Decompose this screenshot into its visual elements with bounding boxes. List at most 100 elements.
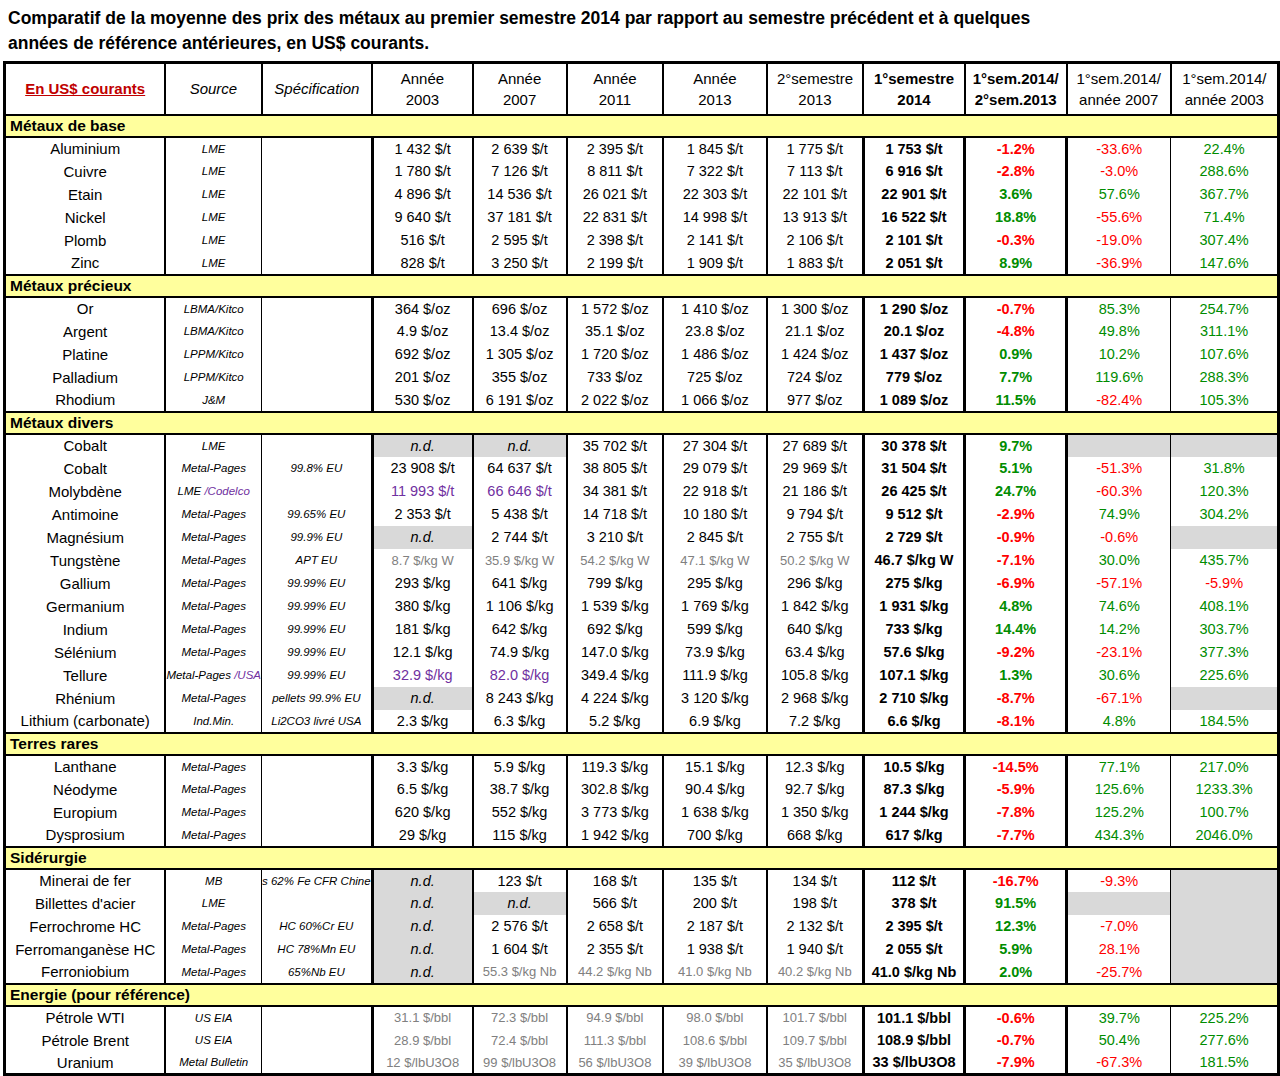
ratio-cell: -0.9% [965, 526, 1067, 549]
price-cell: 1 909 $/t [663, 252, 766, 275]
spec-cell [262, 297, 373, 320]
price-cell: 44.2 $/kg Nb [567, 961, 664, 984]
price-cell: 2 395 $/t [567, 137, 664, 160]
ratio-cell: -82.4% [1067, 389, 1171, 412]
section-row: Métaux de base [5, 115, 1279, 137]
source-cell: LME /Codelco [165, 480, 261, 503]
price-cell: 34 381 $/t [567, 480, 664, 503]
spec-cell [262, 160, 373, 183]
price-cell: 2 755 $/t [767, 526, 864, 549]
ratio-cell: 125.6% [1067, 778, 1171, 801]
source-cell: LME [165, 434, 261, 457]
ratio-cell: 0.9% [965, 343, 1067, 366]
table-row: TellureMetal-Pages /USA99.99% EU32.9 $/k… [5, 664, 1279, 687]
price-cell: 41.0 $/kg Nb [863, 961, 964, 984]
table-row: CobaltLMEn.d.n.d.35 702 $/t27 304 $/t27 … [5, 434, 1279, 457]
price-cell: 22 918 $/t [663, 480, 766, 503]
price-cell: 3.3 $/kg [372, 755, 472, 778]
price-cell: 640 $/kg [767, 618, 864, 641]
price-cell: 530 $/oz [372, 389, 472, 412]
source-cell: Ind.Min. [165, 710, 261, 733]
price-cell: 200 $/t [663, 892, 766, 915]
price-cell: 295 $/kg [663, 572, 766, 595]
price-cell: 2 106 $/t [767, 229, 864, 252]
price-cell: 10 180 $/t [663, 503, 766, 526]
ratio-cell: 3.6% [965, 183, 1067, 206]
price-cell: 1 089 $/oz [863, 389, 964, 412]
price-cell: 64 637 $/t [473, 457, 567, 480]
spec-cell [262, 1006, 373, 1029]
spec-cell [262, 343, 373, 366]
section-row: Energie (pour référence) [5, 984, 1279, 1006]
ratio-cell: -0.7% [965, 1029, 1067, 1052]
source-cell: LPPM/Kitco [165, 366, 261, 389]
price-cell: 1 845 $/t [663, 137, 766, 160]
ratio-cell: -7.8% [965, 801, 1067, 824]
price-cell: 57.6 $/kg [863, 641, 964, 664]
table-row: DysprosiumMetal-Pages29 $/kg115 $/kg1 94… [5, 824, 1279, 847]
source-cell: Metal-Pages [165, 641, 261, 664]
price-cell: 112 $/t [863, 869, 964, 892]
price-cell: 90.4 $/kg [663, 778, 766, 801]
price-cell: 2 022 $/oz [567, 389, 664, 412]
ratio-cell: 22.4% [1171, 137, 1279, 160]
table-row: TungstèneMetal-PagesAPT EU8.7 $/kg W35.9… [5, 549, 1279, 572]
price-cell: 109.7 $/bbl [767, 1029, 864, 1052]
ratio-cell [1171, 961, 1279, 984]
metal-label: Molybdène [5, 480, 166, 503]
price-cell: 692 $/oz [372, 343, 472, 366]
ratio-cell: -19.0% [1067, 229, 1171, 252]
metal-label: Zinc [5, 252, 166, 275]
spec-cell: Li2CO3 livré USA [262, 710, 373, 733]
price-cell: 27 304 $/t [663, 434, 766, 457]
spec-cell [262, 1052, 373, 1075]
metal-label: Pétrole WTI [5, 1006, 166, 1029]
source-cell: Metal-Pages [165, 595, 261, 618]
ratio-cell: 7.7% [965, 366, 1067, 389]
source-cell: Metal-Pages [165, 961, 261, 984]
ratio-cell: 77.1% [1067, 755, 1171, 778]
column-header: 1°sem.2014/ année 2003 [1171, 63, 1279, 115]
title-line-2: années de référence antérieures, en US$ … [8, 31, 1280, 56]
price-cell: 111.3 $/bbl [567, 1029, 664, 1052]
price-cell: 2 710 $/kg [863, 687, 964, 710]
price-cell: 11 993 $/t [372, 480, 472, 503]
ratio-cell: -57.1% [1067, 572, 1171, 595]
ratio-cell: -23.1% [1067, 641, 1171, 664]
metal-label: Europium [5, 801, 166, 824]
table-row: MolybdèneLME /Codelco11 993 $/t66 646 $/… [5, 480, 1279, 503]
price-cell: 977 $/oz [767, 389, 864, 412]
price-cell: 26 425 $/t [863, 480, 964, 503]
price-cell: 620 $/kg [372, 801, 472, 824]
column-header: 2°semestre 2013 [767, 63, 864, 115]
price-cell: 779 $/oz [863, 366, 964, 389]
table-row: SéléniumMetal-Pages99.99% EU12.1 $/kg74.… [5, 641, 1279, 664]
price-cell: 2 132 $/t [767, 915, 864, 938]
price-cell: 16 522 $/t [863, 206, 964, 229]
ratio-cell: -67.1% [1067, 687, 1171, 710]
spec-cell [262, 252, 373, 275]
price-cell: 2 398 $/t [567, 229, 664, 252]
ratio-cell: 181.5% [1171, 1052, 1279, 1075]
ratio-cell: 367.7% [1171, 183, 1279, 206]
price-cell: 1 942 $/kg [567, 824, 664, 847]
ratio-cell: 30.6% [1067, 664, 1171, 687]
ratio-cell: 377.3% [1171, 641, 1279, 664]
price-cell: n.d. [372, 892, 472, 915]
ratio-cell: 10.2% [1067, 343, 1171, 366]
ratio-cell: 71.4% [1171, 206, 1279, 229]
ratio-cell [1171, 434, 1279, 457]
source-cell: LBMA/Kitco [165, 297, 261, 320]
price-cell: 4 896 $/t [372, 183, 472, 206]
price-cell: 55.3 $/kg Nb [473, 961, 567, 984]
column-header-currency: En US$ courants [5, 63, 166, 115]
price-cell: 134 $/t [767, 869, 864, 892]
ratio-cell: 74.6% [1067, 595, 1171, 618]
source-cell: Metal-Pages [165, 503, 261, 526]
source-cell: Metal-Pages [165, 457, 261, 480]
price-cell: 12 $/lbU3O8 [372, 1052, 472, 1075]
price-cell: 39 $/lbU3O8 [663, 1052, 766, 1075]
price-cell: 302.8 $/kg [567, 778, 664, 801]
ratio-cell: -9.2% [965, 641, 1067, 664]
price-cell: 349.4 $/kg [567, 664, 664, 687]
